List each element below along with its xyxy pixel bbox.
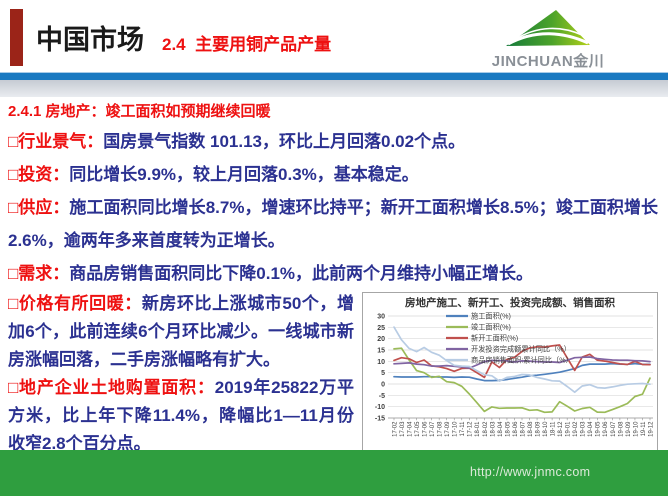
bullet-supply: □供应：施工面积同比增长8.7%，增速环比持平；新开工面积增长8.5%；竣工面积… xyxy=(8,191,658,257)
bullet-label: □地产企业土地购置面积： xyxy=(8,378,215,397)
svg-text:17-07: 17-07 xyxy=(430,421,436,437)
svg-text:18-11: 18-11 xyxy=(551,421,557,437)
header-divider-blue xyxy=(0,72,668,80)
bullet-demand: □需求：商品房销售面积同比下降0.1%，此前两个月维持小幅正增长。 xyxy=(8,257,658,290)
svg-text:17-02: 17-02 xyxy=(392,421,398,437)
header-divider-gray xyxy=(0,80,668,97)
slide-header: 中国市场 2.4 主要用铜产品产量 JINCHUAN金川 xyxy=(0,0,668,72)
logo-wordmark: JINCHUAN金川 xyxy=(491,53,605,70)
bullet-label: □行业景气： xyxy=(8,132,104,151)
real-estate-chart: 30 25 20 15 10 5 0 -5 -10 -15 17-02 17-03 17-04 17-05… xyxy=(362,292,658,454)
svg-text:新开工面积(%): 新开工面积(%) xyxy=(471,334,518,343)
bullet-label: □需求： xyxy=(8,264,70,283)
svg-text:25: 25 xyxy=(377,325,385,332)
svg-text:竣工面积(%): 竣工面积(%) xyxy=(471,323,511,332)
page-title: 中国市场 xyxy=(36,25,144,55)
svg-text:19-11: 19-11 xyxy=(641,421,647,437)
svg-text:施工面积(%): 施工面积(%) xyxy=(471,312,511,321)
svg-text:15: 15 xyxy=(377,348,385,355)
svg-text:0: 0 xyxy=(381,382,385,389)
bullet-text: 国房景气指数 101.13，环比上月回落0.02个点。 xyxy=(103,132,466,151)
slide-body: 2.4.1 房地产：竣工面积如预期继续回暖 □行业景气：国房景气指数 101.1… xyxy=(0,97,668,458)
svg-text:19-08: 19-08 xyxy=(618,421,624,437)
red-accent-bar xyxy=(10,9,23,66)
bullet-prices: □价格有所回暖：新房环比上涨城市50个，增加6个，此前连续6个月环比减少。一线城… xyxy=(8,290,658,374)
svg-text:17-12: 17-12 xyxy=(468,421,474,437)
svg-text:-15: -15 xyxy=(375,416,385,423)
svg-text:19-01: 19-01 xyxy=(566,421,572,437)
svg-text:商品房销售面积:累计同比（%）: 商品房销售面积:累计同比（%） xyxy=(471,356,573,365)
bullet-industry-sentiment: □行业景气：国房景气指数 101.13，环比上月回落0.02个点。 xyxy=(8,125,658,158)
svg-text:10: 10 xyxy=(377,359,385,366)
bullet-investment: □投资：同比增长9.9%，较上月回落0.3%，基本稳定。 xyxy=(8,158,658,191)
bullet-text: 施工面积同比增长8.7%，增速环比持平；新开工面积增长8.5%；竣工面积增长2.… xyxy=(8,198,658,250)
svg-text:18-03: 18-03 xyxy=(490,421,496,437)
svg-text:18-10: 18-10 xyxy=(543,421,549,437)
svg-text:19-05: 19-05 xyxy=(596,421,602,437)
svg-text:30: 30 xyxy=(377,314,385,321)
svg-text:17-03: 17-03 xyxy=(400,421,406,437)
svg-text:17-05: 17-05 xyxy=(415,421,421,437)
svg-text:17-08: 17-08 xyxy=(438,421,444,437)
bullet-text: 同比增长9.9%，较上月回落0.3%，基本稳定。 xyxy=(69,165,419,184)
section-subtitle: 2.4 主要用铜产品产量 xyxy=(162,35,332,54)
svg-text:17-06: 17-06 xyxy=(423,421,429,437)
real-estate-chart-svg: 30 25 20 15 10 5 0 -5 -10 -15 17-02 17-03 17-04 17-05… xyxy=(362,292,658,454)
svg-text:房地产施工、新开工、投资完成额、销售面积: 房地产施工、新开工、投资完成额、销售面积 xyxy=(405,296,615,309)
svg-text:18-07: 18-07 xyxy=(520,421,526,437)
svg-text:18-09: 18-09 xyxy=(535,421,541,437)
jinchuan-logo: JINCHUAN金川 xyxy=(488,4,608,70)
footer-url-link[interactable]: http://www.jnmc.com xyxy=(470,465,591,479)
svg-text:18-12: 18-12 xyxy=(558,421,564,437)
svg-text:19-07: 19-07 xyxy=(611,421,617,437)
svg-text:19-10: 19-10 xyxy=(633,421,639,437)
svg-text:-10: -10 xyxy=(375,404,385,411)
mountain-logo-icon xyxy=(506,10,590,46)
section-heading: 2.4.1 房地产：竣工面积如预期继续回暖 xyxy=(8,103,271,120)
bullet-text: 新房环比上涨城市50个，增加6个，此前连续6个月环比减少。一线城市新房涨幅回落，… xyxy=(8,294,354,369)
svg-text:18-01: 18-01 xyxy=(475,421,481,437)
svg-text:18-05: 18-05 xyxy=(505,421,511,437)
svg-text:17-04: 17-04 xyxy=(407,421,413,437)
svg-text:19-09: 19-09 xyxy=(626,421,632,437)
svg-text:19-06: 19-06 xyxy=(603,421,609,437)
bullet-label: □供应： xyxy=(8,198,70,217)
svg-text:18-08: 18-08 xyxy=(528,421,534,437)
svg-text:19-02: 19-02 xyxy=(573,421,579,437)
bullet-label: □价格有所回暖： xyxy=(8,294,142,313)
svg-text:17-11: 17-11 xyxy=(460,421,466,437)
svg-text:17-10: 17-10 xyxy=(453,421,459,437)
svg-text:19-04: 19-04 xyxy=(588,421,594,437)
svg-text:17-09: 17-09 xyxy=(445,421,451,437)
svg-text:18-02: 18-02 xyxy=(483,421,489,437)
bullet-text: 2019年25822万平方米，比上年下降11.4%，降幅比1—11月份收窄2.8… xyxy=(8,378,354,453)
svg-text:20: 20 xyxy=(377,336,385,343)
svg-text:开发投资完成额累计同比（%）: 开发投资完成额累计同比（%） xyxy=(471,345,571,354)
svg-text:18-06: 18-06 xyxy=(513,421,519,437)
svg-text:19-12: 19-12 xyxy=(648,421,654,437)
bullet-land-purchase: □地产企业土地购置面积：2019年25822万平方米，比上年下降11.4%，降幅… xyxy=(8,374,658,458)
footer-bar: http://www.jnmc.com xyxy=(0,450,668,496)
bullet-text: 商品房销售面积同比下降0.1%，此前两个月维持小幅正增长。 xyxy=(69,264,534,283)
svg-text:-5: -5 xyxy=(379,393,385,400)
svg-text:5: 5 xyxy=(381,370,385,377)
svg-text:19-03: 19-03 xyxy=(581,421,587,437)
svg-text:18-04: 18-04 xyxy=(498,421,504,437)
bullet-label: □投资： xyxy=(8,165,70,184)
